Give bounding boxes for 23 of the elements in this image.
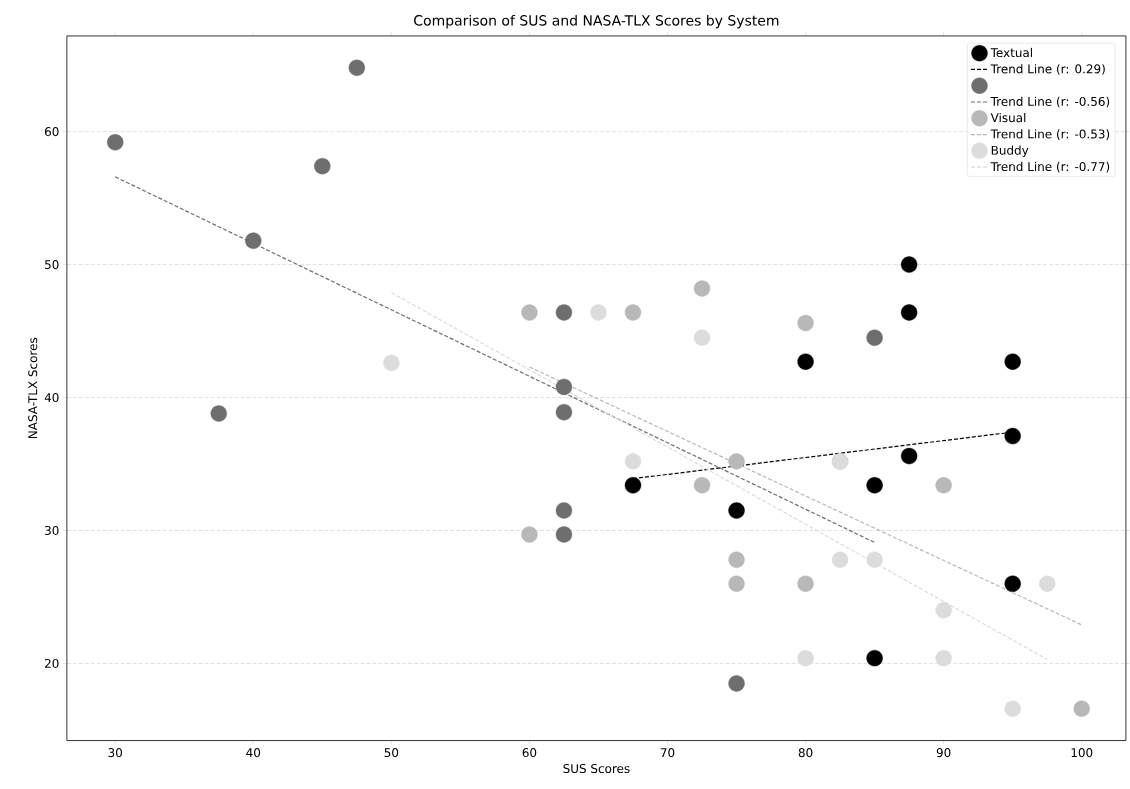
x-tick-label: 90 [936, 747, 951, 757]
x-tick-label: 70 [660, 747, 675, 757]
x-tick-label: 40 [246, 747, 261, 757]
y-tick-label: 30 [45, 525, 59, 535]
legend-label: Textual [990, 47, 1032, 57]
y-tick-label: 40 [44, 392, 59, 402]
legend-label: Trend Line (r: -0.77) [990, 161, 1110, 173]
x-tick-label: 50 [384, 747, 399, 757]
x-tick-label: 30 [108, 747, 123, 757]
y-axis-title: NASA-TLX Scores [28, 337, 38, 438]
x-tick-label: 60 [522, 747, 537, 757]
x-tick-label: 80 [798, 747, 813, 757]
x-tick-label: 100 [1071, 747, 1093, 757]
y-tick-label: 50 [45, 259, 59, 269]
legend-label: Trend Line (r: 0.29) [990, 63, 1105, 75]
chart-title: Comparison of SUS and NASA-TLX Scores by System [414, 14, 779, 29]
y-tick-label: 20 [45, 658, 59, 668]
x-axis-title: SUS Scores [563, 763, 630, 773]
y-tick-label: 60 [44, 126, 59, 136]
legend-label: Visual [990, 112, 1026, 122]
legend-label: Buddy [991, 145, 1029, 157]
legend-label: Trend Line (r: -0.53) [990, 129, 1110, 140]
legend-label: Trend Line (r: -0.56) [990, 96, 1110, 108]
